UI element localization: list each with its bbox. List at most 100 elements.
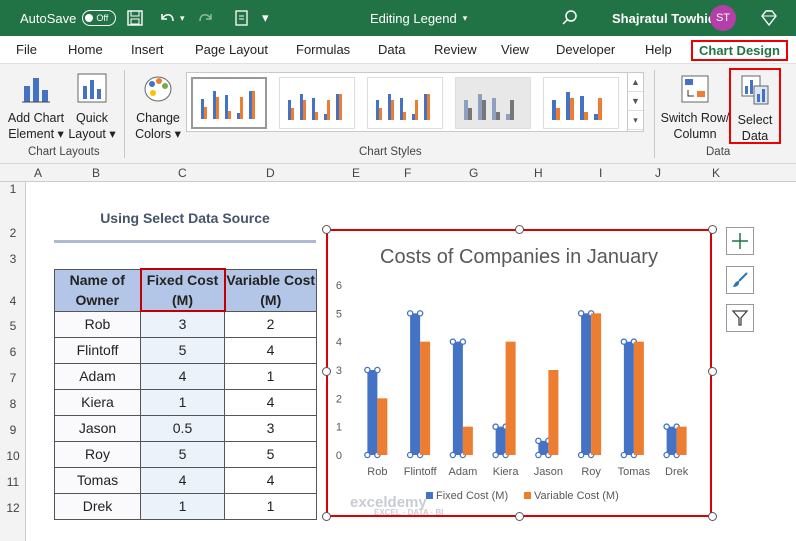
fixed-cost-cell[interactable]: 5 xyxy=(140,440,225,468)
autosave[interactable]: AutoSave Off xyxy=(20,0,117,36)
variable-cost-cell[interactable]: 4 xyxy=(224,466,317,494)
variable-cost-cell[interactable]: 2 xyxy=(224,310,317,338)
chart-elements-button[interactable] xyxy=(726,227,754,255)
tab-home[interactable]: Home xyxy=(68,42,103,57)
customize-toolbar-icon[interactable]: ▾ xyxy=(262,10,269,25)
row-header[interactable]: 9 xyxy=(9,423,17,437)
row-header[interactable]: 4 xyxy=(9,294,17,308)
column-header-g[interactable]: G xyxy=(469,166,479,180)
resize-handle[interactable] xyxy=(322,225,331,234)
resize-handle[interactable] xyxy=(708,225,717,234)
select-data-button[interactable]: Select Data xyxy=(729,68,781,144)
resize-handle[interactable] xyxy=(708,367,717,376)
tab-data[interactable]: Data xyxy=(378,42,406,57)
header-fixed-cost[interactable]: Fixed Cost (M) xyxy=(139,268,226,312)
owner-cell[interactable]: Kiera xyxy=(54,388,141,416)
owner-cell[interactable]: Tomas xyxy=(54,466,141,494)
quick-layout-button[interactable]: Quick Layout ▾ xyxy=(68,72,116,142)
fixed-cost-cell[interactable]: 4 xyxy=(140,362,225,390)
column-header-c[interactable]: C xyxy=(178,166,187,180)
column-header-i[interactable]: I xyxy=(599,166,603,180)
variable-cost-cell[interactable]: 3 xyxy=(224,414,317,442)
resize-handle[interactable] xyxy=(322,367,331,376)
header-name-of-owner[interactable]: Name of Owner xyxy=(54,268,141,312)
variable-cost-cell[interactable]: 1 xyxy=(224,492,317,520)
column-header-b[interactable]: B xyxy=(92,166,101,180)
gallery-more-icon[interactable]: ▾ xyxy=(628,111,643,130)
switch-row-column-button[interactable]: Switch Row/ Column xyxy=(660,72,730,142)
redo-icon[interactable] xyxy=(197,0,215,36)
fixed-cost-cell[interactable]: 1 xyxy=(140,492,225,520)
column-header-f[interactable]: F xyxy=(404,166,412,180)
row-header[interactable]: 5 xyxy=(9,319,17,333)
row-header[interactable]: 10 xyxy=(6,449,20,463)
row-header[interactable]: 3 xyxy=(9,252,17,266)
owner-cell[interactable]: Roy xyxy=(54,440,141,468)
owner-cell[interactable]: Rob xyxy=(54,310,141,338)
owner-cell[interactable]: Adam xyxy=(54,362,141,390)
owner-cell[interactable]: Drek xyxy=(54,492,141,520)
row-header[interactable]: 11 xyxy=(6,475,20,489)
row-header[interactable]: 12 xyxy=(6,501,20,515)
row-header[interactable]: 6 xyxy=(9,345,17,359)
user-avatar[interactable]: ST xyxy=(710,0,736,36)
resize-handle[interactable] xyxy=(515,512,524,521)
column-header-e[interactable]: E xyxy=(352,166,361,180)
fixed-cost-cell[interactable]: 5 xyxy=(140,336,225,364)
variable-cost-cell[interactable]: 5 xyxy=(224,440,317,468)
column-header-d[interactable]: D xyxy=(266,166,275,180)
column-header-h[interactable]: H xyxy=(534,166,543,180)
tab-chart-design[interactable]: Chart Design xyxy=(691,40,788,61)
chart-filters-button[interactable] xyxy=(726,304,754,332)
diamond-icon[interactable] xyxy=(760,0,778,36)
variable-cost-cell[interactable]: 4 xyxy=(224,388,317,416)
resize-handle[interactable] xyxy=(322,512,331,521)
variable-cost-cell[interactable]: 4 xyxy=(224,336,317,364)
document-title[interactable]: Editing Legend ▾ xyxy=(370,0,467,36)
tab-view[interactable]: View xyxy=(501,42,529,57)
chart-style-1[interactable] xyxy=(191,77,267,129)
fixed-cost-cell[interactable]: 1 xyxy=(140,388,225,416)
column-header-a[interactable]: A xyxy=(34,166,43,180)
fixed-cost-cell[interactable]: 4 xyxy=(140,466,225,494)
chart-style-4[interactable] xyxy=(455,77,531,129)
row-header[interactable]: 8 xyxy=(9,397,17,411)
tab-insert[interactable]: Insert xyxy=(131,42,164,57)
tab-file[interactable]: File xyxy=(16,42,37,57)
chart-style-5[interactable] xyxy=(543,77,619,129)
chart-styles-button[interactable] xyxy=(726,266,754,294)
chart-style-3[interactable] xyxy=(367,77,443,129)
document-icon[interactable] xyxy=(235,0,249,36)
owner-cell[interactable]: Jason xyxy=(54,414,141,442)
column-header-k[interactable]: K xyxy=(712,166,721,180)
variable-cost-cell[interactable]: 1 xyxy=(224,362,317,390)
chart-styles-gallery[interactable]: ▲ ▼ ▾ xyxy=(186,72,644,132)
gallery-up-icon[interactable]: ▲ xyxy=(628,73,643,92)
chart-style-2[interactable] xyxy=(279,77,355,129)
tab-review[interactable]: Review xyxy=(434,42,477,57)
autosave-toggle[interactable]: Off xyxy=(82,10,117,26)
column-header-j[interactable]: J xyxy=(655,166,661,180)
undo-dropdown-icon[interactable]: ▾ xyxy=(180,12,185,23)
fixed-cost-cell[interactable]: 0.5 xyxy=(140,414,225,442)
fixed-cost-cell[interactable]: 3 xyxy=(140,310,225,338)
search-icon[interactable] xyxy=(562,0,578,36)
tab-page-layout[interactable]: Page Layout xyxy=(195,42,269,57)
user-name[interactable]: Shajratul Towhid xyxy=(612,10,716,26)
row-header[interactable]: 1 xyxy=(9,182,17,196)
resize-handle[interactable] xyxy=(708,512,717,521)
save-icon[interactable] xyxy=(127,0,143,36)
tab-developer[interactable]: Developer xyxy=(556,42,616,57)
undo-icon[interactable] xyxy=(158,0,176,36)
header-variable-cost[interactable]: Variable Cost (M) xyxy=(224,268,317,312)
tab-formulas[interactable]: Formulas xyxy=(296,42,351,57)
add-chart-element-button[interactable]: Add Chart Element ▾ xyxy=(4,72,68,142)
chart[interactable]: Costs of Companies in January 0 1 2 3 4 5 6 Rob F… xyxy=(326,229,712,517)
row-header[interactable]: 7 xyxy=(9,371,17,385)
change-colors-button[interactable]: Change Colors ▾ xyxy=(132,72,184,142)
row-header[interactable]: 2 xyxy=(9,226,17,240)
tab-help[interactable]: Help xyxy=(645,42,672,57)
owner-cell[interactable]: Flintoff xyxy=(54,336,141,364)
resize-handle[interactable] xyxy=(515,225,524,234)
gallery-down-icon[interactable]: ▼ xyxy=(628,92,643,111)
